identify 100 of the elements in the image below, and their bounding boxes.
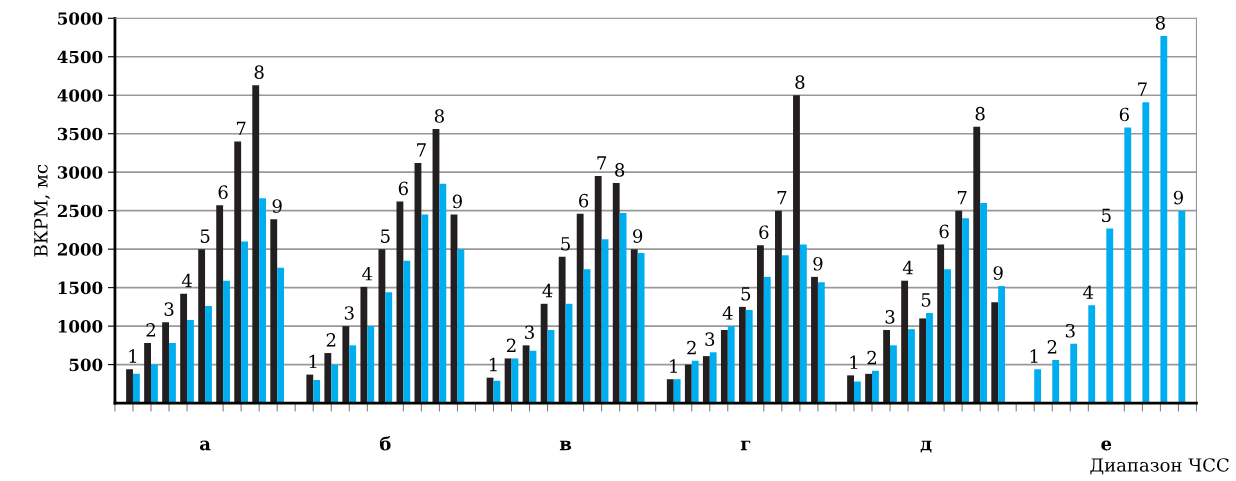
bar (234, 141, 242, 404)
text: 2 (687, 340, 696, 355)
text: 6 (939, 224, 949, 239)
series-label: 6 (398, 181, 408, 196)
y-tick-label: 4500 (57, 50, 103, 64)
y-tick-label: 4000 (57, 89, 103, 102)
bar (666, 379, 674, 404)
bar (793, 95, 800, 404)
bar (991, 302, 999, 404)
text: 9 (452, 194, 462, 209)
bar (811, 276, 818, 404)
text: 2 (867, 350, 876, 365)
bar (901, 280, 909, 404)
bar (151, 364, 158, 404)
text: 1 (1030, 349, 1038, 363)
text: 7 (1138, 82, 1147, 96)
text: 9 (993, 266, 1003, 280)
x-tick-label: а (199, 440, 211, 451)
bar (1160, 35, 1168, 404)
bar (919, 318, 927, 404)
text: 7 (597, 156, 607, 170)
bar (781, 255, 789, 404)
bar (169, 343, 176, 404)
x-tick-label: е (1101, 440, 1112, 451)
bar (612, 182, 620, 404)
y-tick-label: 5000 (58, 12, 103, 25)
bar (1070, 343, 1078, 404)
bar (962, 218, 969, 404)
bar (180, 293, 188, 404)
bar (594, 176, 602, 404)
bar (522, 345, 530, 404)
series-label: 4 (902, 260, 913, 275)
bar (998, 286, 1006, 404)
bar (342, 326, 350, 404)
text: 9 (633, 229, 643, 243)
bar (1088, 305, 1096, 404)
series-label: 1 (309, 354, 317, 369)
bar (955, 210, 963, 404)
text: 8 (795, 75, 805, 89)
bar (872, 370, 879, 404)
bar (378, 249, 386, 404)
bar (853, 381, 861, 404)
bar (1178, 210, 1186, 404)
bar (1142, 102, 1150, 404)
bar (126, 369, 133, 404)
series-label: 7 (236, 121, 246, 135)
text: 3 (1065, 323, 1075, 338)
bar (865, 373, 872, 404)
y-tick-label: 1500 (58, 281, 103, 295)
bar (132, 373, 140, 404)
bar (558, 256, 566, 404)
bar (637, 253, 645, 404)
x-axis-title: Диапазон ЧСС (1090, 458, 1229, 475)
text: 4 (542, 283, 553, 298)
bar (252, 85, 260, 404)
bar (1106, 228, 1114, 404)
text: 6 (1119, 107, 1129, 122)
series-label: 5 (561, 237, 570, 251)
bar (817, 282, 825, 404)
text: 7 (417, 143, 426, 157)
text: 1 (489, 357, 497, 372)
text: 9 (813, 256, 823, 271)
bar (331, 364, 339, 404)
bar (457, 249, 465, 404)
bar (926, 313, 933, 404)
bar (847, 375, 854, 404)
text: 5 (741, 287, 751, 301)
text: 5 (381, 229, 390, 243)
bar (890, 345, 897, 404)
bar (421, 214, 429, 404)
text: 3 (525, 325, 534, 340)
bar (144, 343, 151, 404)
bar (691, 360, 699, 404)
bar (306, 374, 314, 404)
bar (439, 183, 447, 404)
bar (205, 306, 212, 404)
x-tick-label: г (740, 440, 751, 451)
bar (324, 353, 332, 404)
bar (720, 329, 728, 404)
bar (540, 303, 548, 404)
bar (684, 364, 692, 404)
text: 7 (777, 190, 787, 205)
text: 6 (218, 185, 228, 200)
bar (385, 292, 393, 404)
bar (313, 379, 321, 404)
bar (511, 358, 519, 404)
text: 8 (975, 106, 985, 121)
x-tick-label: б (379, 436, 391, 451)
bar (396, 201, 404, 404)
text: 3 (344, 306, 354, 320)
text: 4 (1083, 285, 1094, 299)
bar (775, 210, 782, 404)
bar (403, 260, 411, 404)
text: 8 (434, 109, 444, 123)
y-axis-title: ВКРМ, мс (34, 164, 50, 257)
x-tick-label: в (559, 440, 572, 451)
bar (709, 352, 717, 404)
bar (727, 326, 735, 404)
bar (349, 345, 357, 404)
bar (738, 306, 746, 404)
